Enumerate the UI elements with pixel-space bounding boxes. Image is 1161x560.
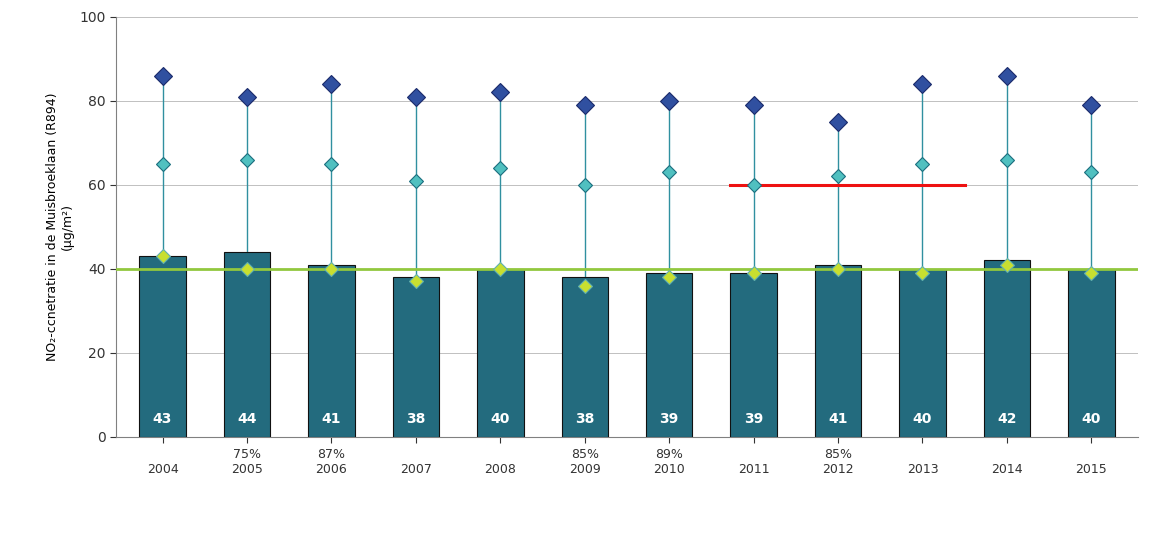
Text: 42: 42: [997, 412, 1017, 426]
Bar: [730, 273, 777, 437]
Bar: [392, 277, 439, 437]
Text: 39: 39: [744, 412, 763, 426]
Text: 44: 44: [237, 412, 257, 426]
Bar: [646, 273, 692, 437]
Text: 40: 40: [1082, 412, 1101, 426]
Text: 41: 41: [322, 412, 341, 426]
Bar: [477, 269, 524, 437]
Text: 39: 39: [659, 412, 679, 426]
Bar: [562, 277, 608, 437]
Text: 38: 38: [406, 412, 426, 426]
Text: 40: 40: [491, 412, 510, 426]
Bar: [224, 252, 271, 437]
Text: 43: 43: [153, 412, 172, 426]
Bar: [308, 265, 354, 437]
Y-axis label: NO₂-ccnetratie in de Muisbroeklaan (R894)
(µg/m²): NO₂-ccnetratie in de Muisbroeklaan (R894…: [45, 92, 74, 361]
Text: 41: 41: [828, 412, 848, 426]
Bar: [1068, 269, 1115, 437]
Bar: [900, 269, 946, 437]
Bar: [139, 256, 186, 437]
Bar: [815, 265, 861, 437]
Bar: [983, 260, 1030, 437]
Text: 40: 40: [913, 412, 932, 426]
Text: 38: 38: [575, 412, 594, 426]
